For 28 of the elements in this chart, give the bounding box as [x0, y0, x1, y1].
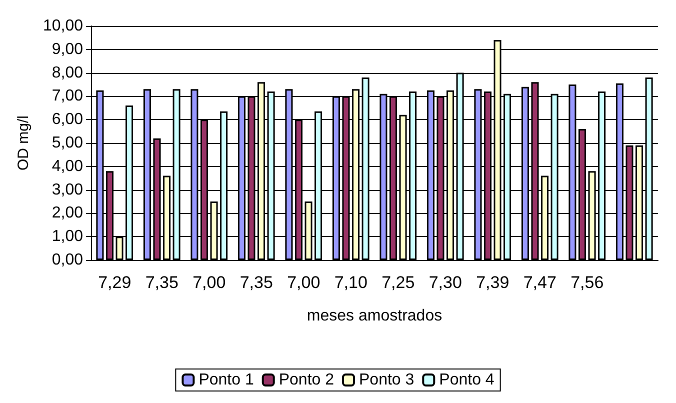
- y-axis-title: OD mg/l: [15, 115, 32, 171]
- y-tick-label: 10,00: [42, 18, 84, 34]
- x-tick-label: 7,10: [334, 273, 368, 292]
- y-tick-label: 2,00: [52, 204, 84, 222]
- x-tick-label: 7,30: [428, 273, 462, 292]
- legend-label: Ponto 1: [198, 372, 254, 388]
- y-tick-label: 9,00: [52, 40, 84, 58]
- y-tick-label: 8,00: [52, 64, 84, 82]
- x-axis-title: meses amostrados: [306, 308, 442, 324]
- y-tick-label: 4,00: [52, 158, 84, 175]
- x-tick-label: 7,29: [98, 273, 132, 292]
- legend-label: Ponto 4: [439, 372, 494, 388]
- x-tick-label: 7,25: [382, 273, 415, 292]
- x-tick-label: 7,35: [145, 273, 178, 292]
- x-tick-label: 7,56: [570, 273, 604, 292]
- y-tick-label: 1,00: [52, 228, 84, 246]
- y-tick-label: 5,00: [52, 134, 84, 152]
- legend-label: Ponto 3: [359, 372, 414, 388]
- y-tick-label: 3,00: [52, 181, 84, 198]
- x-tick-label: 7,47: [523, 273, 556, 292]
- x-tick-label: 7,39: [476, 273, 510, 292]
- legend-label: Ponto 2: [278, 372, 334, 388]
- y-tick-label: 0,00: [52, 252, 84, 268]
- x-tick-label: 7,35: [240, 273, 273, 292]
- x-tick-label: 7,00: [287, 273, 320, 292]
- x-tick-label: 7,00: [192, 273, 226, 292]
- y-tick-label: 7,00: [52, 88, 84, 105]
- y-tick-label: 6,00: [52, 111, 84, 128]
